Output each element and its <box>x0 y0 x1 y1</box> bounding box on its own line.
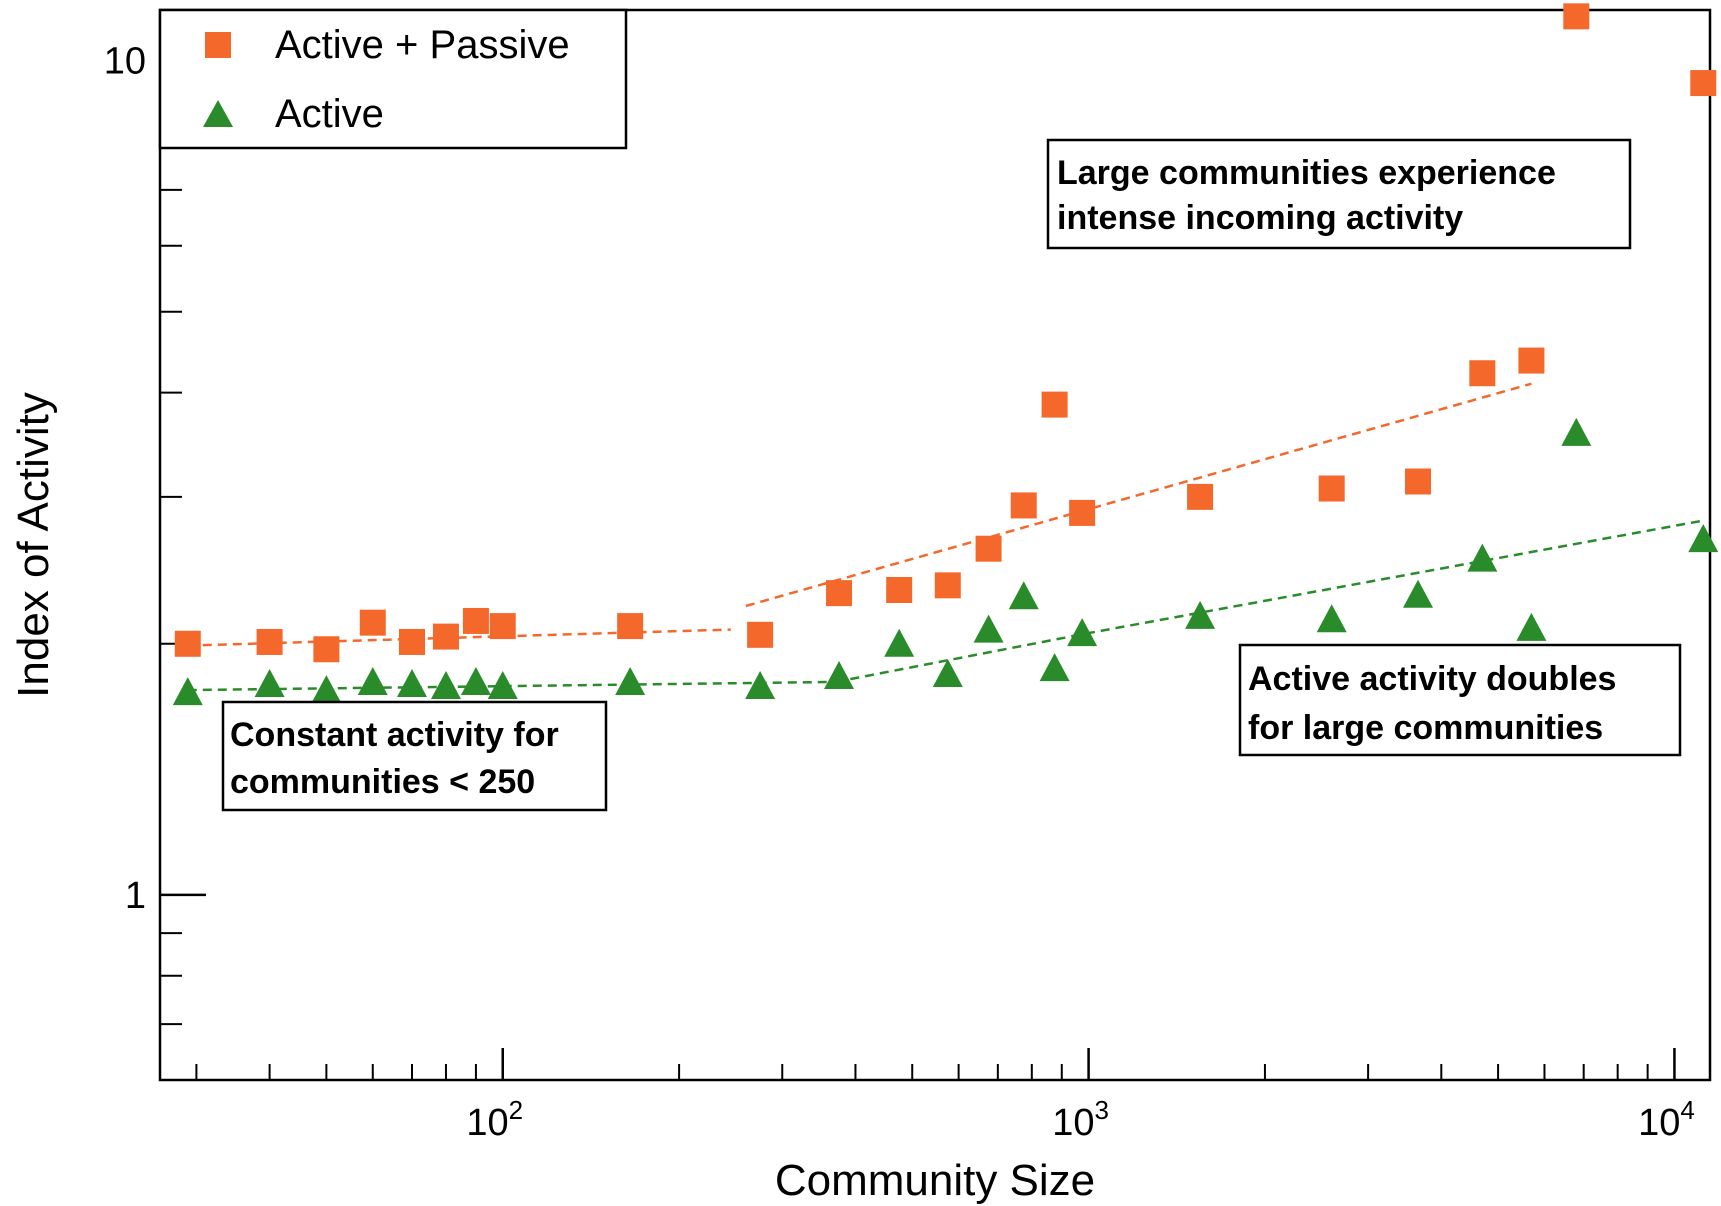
marker-active-passive <box>826 580 853 607</box>
marker-active-passive <box>1069 499 1096 526</box>
marker-active <box>932 658 963 687</box>
annotation-line: intense incoming activity <box>1057 199 1463 237</box>
marker-active-passive <box>489 613 516 640</box>
major-ticks: 102 103 104 1 10 <box>104 41 1695 1144</box>
trend-line <box>187 680 836 692</box>
marker-active <box>430 670 461 699</box>
marker-active <box>1185 600 1216 629</box>
marker-active <box>973 614 1004 643</box>
marker-active-passive <box>747 621 774 648</box>
marker-active <box>1516 612 1547 641</box>
annotation-line: Active activity doubles <box>1248 660 1616 698</box>
x-tick-label: 104 <box>1638 1095 1695 1144</box>
marker-active <box>487 670 518 699</box>
marker-active-passive <box>1041 391 1068 418</box>
marker-active <box>1688 524 1719 553</box>
marker-active <box>1067 618 1098 647</box>
marker-active <box>1316 604 1347 633</box>
annotation-active-doubles: Active activity doubles for large commun… <box>1238 643 1682 757</box>
marker-active-passive <box>359 609 386 636</box>
legend-label-active-passive: Active + Passive <box>275 23 570 67</box>
marker-active-passive <box>256 628 283 655</box>
annotation-box <box>1238 643 1682 757</box>
data-markers <box>172 3 1719 706</box>
marker-active <box>1561 417 1592 446</box>
marker-active <box>357 666 388 695</box>
marker-active <box>615 666 646 695</box>
y-tick-label: 10 <box>104 41 146 83</box>
marker-active <box>1467 543 1498 572</box>
annotation-box <box>1046 138 1632 250</box>
marker-active <box>172 677 203 706</box>
annotation-line: communities < 250 <box>230 763 535 801</box>
annotation-constant-activity: Constant activity for communities < 250 <box>221 700 608 812</box>
annotation-large-communities: Large communities experience intense inc… <box>1046 138 1632 250</box>
marker-active-passive <box>1318 475 1345 502</box>
marker-active <box>824 660 855 689</box>
marker-active-passive <box>1187 483 1214 510</box>
marker-active <box>1008 581 1039 610</box>
marker-active-passive <box>174 630 201 657</box>
marker-active <box>254 668 285 697</box>
legend-swatch-active <box>203 100 233 127</box>
annotation-box <box>221 700 608 812</box>
marker-active <box>1039 653 1070 682</box>
annotation-line: Constant activity for <box>230 716 559 754</box>
x-tick-label: 103 <box>1052 1095 1109 1144</box>
legend-label-active: Active <box>275 92 384 136</box>
marker-active-passive <box>313 636 340 663</box>
marker-active-passive <box>617 613 644 640</box>
annotation-line: Large communities experience <box>1057 154 1556 192</box>
marker-active <box>396 668 427 697</box>
x-tick-label: 102 <box>466 1095 523 1144</box>
trend-line <box>745 382 1532 608</box>
marker-active-passive <box>1690 70 1717 97</box>
marker-active-passive <box>1405 468 1432 495</box>
marker-active-passive <box>1563 3 1590 30</box>
x-axis-title: Community Size <box>775 1156 1095 1205</box>
marker-active-passive <box>432 623 459 650</box>
marker-active <box>1403 579 1434 608</box>
marker-active-passive <box>886 576 913 603</box>
legend-box <box>158 8 628 150</box>
legend: Active + Passive Active <box>158 8 628 150</box>
y-axis-title: Index of Activity <box>9 392 58 698</box>
annotation-line: for large communities <box>1248 709 1603 747</box>
legend-swatch-active-passive <box>205 32 231 58</box>
marker-active-passive <box>1518 347 1545 374</box>
marker-active <box>884 628 915 657</box>
marker-active <box>460 666 491 695</box>
marker-active-passive <box>975 535 1002 562</box>
marker-active-passive <box>1010 492 1037 519</box>
y-tick-label: 1 <box>125 875 146 917</box>
marker-active-passive <box>934 572 961 599</box>
marker-active-passive <box>462 607 489 634</box>
marker-active <box>745 670 776 699</box>
marker-active <box>311 675 342 704</box>
marker-active-passive <box>398 628 425 655</box>
marker-active-passive <box>1469 360 1496 387</box>
